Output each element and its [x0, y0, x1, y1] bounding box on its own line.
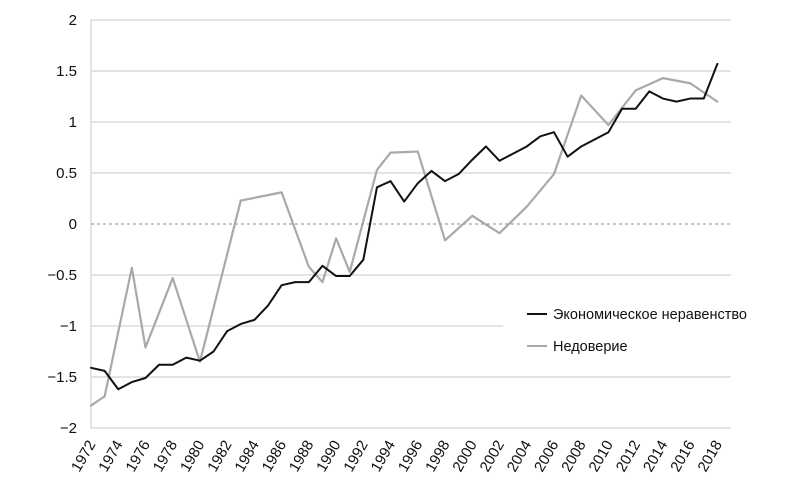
x-tick-label: 2000: [449, 438, 480, 475]
x-tick-label: 1980: [177, 438, 208, 475]
x-tick-label: 1986: [259, 438, 290, 475]
y-tick-label: −0.5: [47, 267, 77, 284]
y-tick-label: 1.5: [56, 63, 77, 80]
y-tick-label: 2: [69, 12, 77, 29]
y-tick-labels: 2 1.5 1 0.5 0 −0.5 −1 −1.5 −2: [47, 12, 77, 437]
x-tick-label: 1998: [422, 438, 453, 475]
legend: Экономическое неравенство Недоверие: [527, 307, 747, 355]
y-tick-label: 0.5: [56, 165, 77, 182]
x-tick-label: 2010: [586, 438, 617, 475]
y-tick-label: 1: [69, 114, 77, 131]
series-line-economic-inequality: [90, 62, 719, 391]
x-tick-label: 1974: [95, 438, 126, 475]
x-tick-label: 1982: [204, 438, 235, 475]
x-tick-label: 2014: [640, 438, 671, 475]
x-tick-label: 2018: [694, 438, 725, 475]
x-tick-label: 1972: [68, 438, 99, 475]
x-tick-label: 1976: [123, 438, 154, 475]
series-line-distrust: [89, 77, 719, 407]
x-tick-label: 1996: [395, 438, 426, 475]
y-tick-label: −2: [60, 420, 77, 437]
y-tick-label: 0: [69, 216, 77, 233]
x-tick-label: 2008: [558, 438, 589, 475]
legend-label-economic-inequality: Экономическое неравенство: [553, 307, 747, 323]
grid-lines: [91, 19, 731, 429]
x-tick-labels: 1972197419761978198019821984198619881990…: [68, 437, 726, 474]
x-tick-label: 2012: [613, 438, 644, 475]
x-tick-label: 1990: [313, 438, 344, 475]
legend-label-distrust: Недоверие: [553, 339, 628, 355]
y-tick-label: −1: [60, 318, 77, 335]
series-lines: [89, 62, 719, 407]
x-tick-label: 1978: [150, 438, 181, 475]
x-tick-label: 2002: [477, 437, 508, 474]
x-tick-label: 2006: [531, 438, 562, 475]
x-tick-label: 2004: [504, 438, 535, 475]
x-tick-label: 1992: [340, 438, 371, 475]
x-tick-label: 2016: [667, 438, 698, 475]
x-tick-label: 1994: [368, 438, 399, 475]
x-tick-label: 1984: [231, 438, 262, 475]
x-tick-label: 1988: [286, 438, 317, 475]
y-tick-label: −1.5: [47, 369, 77, 386]
